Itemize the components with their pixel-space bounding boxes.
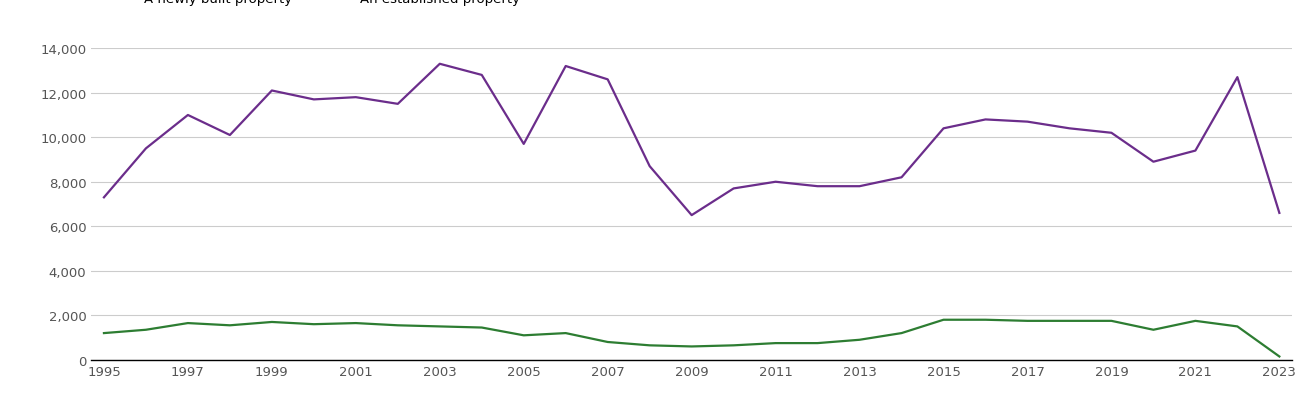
A newly built property xyxy=(222,323,238,328)
A newly built property xyxy=(1229,324,1245,329)
An established property xyxy=(474,73,489,78)
A newly built property xyxy=(852,337,868,342)
A newly built property xyxy=(1271,354,1287,359)
A newly built property xyxy=(264,320,279,325)
An established property xyxy=(726,187,741,191)
Line: An established property: An established property xyxy=(104,65,1279,216)
An established property xyxy=(600,78,616,83)
A newly built property xyxy=(1146,328,1161,333)
A newly built property xyxy=(1104,319,1120,324)
An established property xyxy=(138,146,154,151)
An established property xyxy=(810,184,826,189)
A newly built property xyxy=(138,328,154,333)
A newly built property xyxy=(726,343,741,348)
An established property xyxy=(348,95,364,100)
A newly built property xyxy=(390,323,406,328)
A newly built property xyxy=(767,341,783,346)
A newly built property xyxy=(557,331,573,336)
An established property xyxy=(1146,160,1161,165)
An established property xyxy=(432,62,448,67)
A newly built property xyxy=(97,331,112,336)
A newly built property xyxy=(348,321,364,326)
An established property xyxy=(97,196,112,200)
A newly built property xyxy=(600,340,616,345)
A newly built property xyxy=(894,331,910,336)
An established property xyxy=(222,133,238,138)
A newly built property xyxy=(936,317,951,322)
A newly built property xyxy=(977,317,993,322)
A newly built property xyxy=(810,341,826,346)
A newly built property xyxy=(180,321,196,326)
An established property xyxy=(767,180,783,185)
A newly built property xyxy=(305,322,321,327)
An established property xyxy=(1019,120,1035,125)
A newly built property xyxy=(474,325,489,330)
A newly built property xyxy=(515,333,531,338)
An established property xyxy=(264,89,279,94)
Line: A newly built property: A newly built property xyxy=(104,320,1279,357)
An established property xyxy=(977,118,993,123)
An established property xyxy=(305,98,321,103)
A newly built property xyxy=(1062,319,1078,324)
An established property xyxy=(1271,211,1287,216)
An established property xyxy=(852,184,868,189)
An established property xyxy=(557,64,573,69)
A newly built property xyxy=(1188,319,1203,324)
A newly built property xyxy=(684,344,699,349)
A newly built property xyxy=(642,343,658,348)
An established property xyxy=(894,175,910,180)
An established property xyxy=(180,113,196,118)
A newly built property xyxy=(432,324,448,329)
A newly built property xyxy=(1019,319,1035,324)
An established property xyxy=(390,102,406,107)
Legend: A newly built property, An established property: A newly built property, An established p… xyxy=(98,0,525,11)
An established property xyxy=(515,142,531,147)
An established property xyxy=(1104,131,1120,136)
An established property xyxy=(1062,126,1078,131)
An established property xyxy=(1188,149,1203,154)
An established property xyxy=(1229,76,1245,81)
An established property xyxy=(642,164,658,169)
An established property xyxy=(936,126,951,131)
An established property xyxy=(684,213,699,218)
